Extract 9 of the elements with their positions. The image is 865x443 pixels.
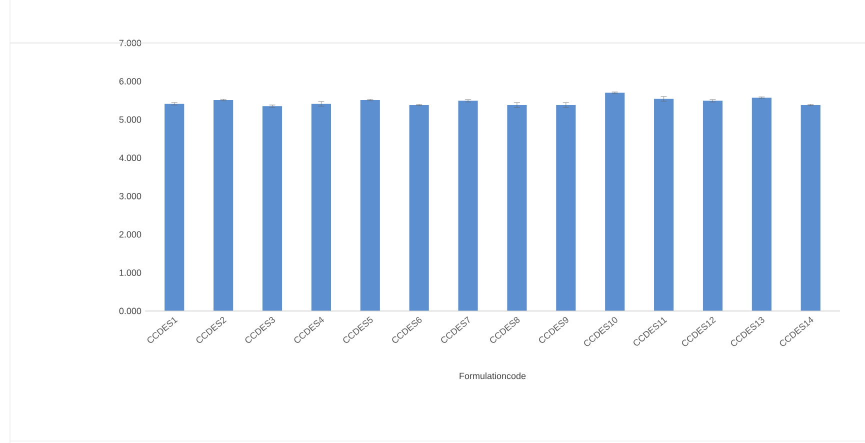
y-tick-label: 7.000 [119, 40, 142, 46]
y-tick-label: 5.000 [119, 116, 142, 123]
y-tick-label: 2.000 [119, 231, 142, 238]
y-tick-label: 0.000 [119, 308, 142, 314]
y-tick-label: 3.000 [119, 192, 142, 200]
y-tick-label: 1.000 [120, 270, 142, 276]
y-tick-label: 4.000 [119, 154, 142, 162]
x-axis-title: Formulationcode [460, 372, 526, 380]
y-tick-label: 6.000 [119, 78, 142, 84]
